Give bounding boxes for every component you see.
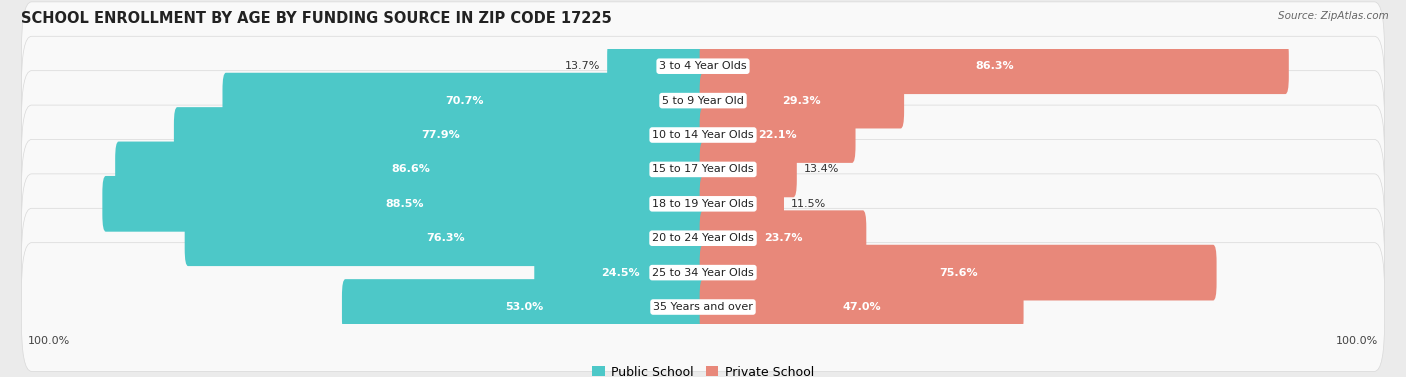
Text: Source: ZipAtlas.com: Source: ZipAtlas.com [1278, 11, 1389, 21]
Text: 70.7%: 70.7% [446, 96, 484, 106]
Text: 23.7%: 23.7% [763, 233, 803, 243]
FancyBboxPatch shape [222, 73, 706, 129]
Text: 3 to 4 Year Olds: 3 to 4 Year Olds [659, 61, 747, 71]
FancyBboxPatch shape [700, 245, 1216, 300]
Text: 11.5%: 11.5% [790, 199, 825, 209]
FancyBboxPatch shape [184, 210, 706, 266]
FancyBboxPatch shape [700, 107, 855, 163]
Legend: Public School, Private School: Public School, Private School [592, 366, 814, 377]
FancyBboxPatch shape [342, 279, 706, 335]
FancyBboxPatch shape [700, 210, 866, 266]
FancyBboxPatch shape [174, 107, 706, 163]
Text: 20 to 24 Year Olds: 20 to 24 Year Olds [652, 233, 754, 243]
FancyBboxPatch shape [103, 176, 706, 232]
FancyBboxPatch shape [700, 141, 797, 197]
FancyBboxPatch shape [21, 139, 1385, 268]
Text: 13.7%: 13.7% [565, 61, 600, 71]
Text: 18 to 19 Year Olds: 18 to 19 Year Olds [652, 199, 754, 209]
Text: 47.0%: 47.0% [842, 302, 882, 312]
FancyBboxPatch shape [115, 141, 706, 197]
FancyBboxPatch shape [21, 36, 1385, 165]
FancyBboxPatch shape [21, 2, 1385, 130]
FancyBboxPatch shape [21, 70, 1385, 199]
Text: 86.3%: 86.3% [974, 61, 1014, 71]
Text: 53.0%: 53.0% [505, 302, 543, 312]
Text: 13.4%: 13.4% [804, 164, 839, 175]
FancyBboxPatch shape [700, 279, 1024, 335]
Text: 22.1%: 22.1% [758, 130, 797, 140]
Text: 29.3%: 29.3% [783, 96, 821, 106]
Text: 15 to 17 Year Olds: 15 to 17 Year Olds [652, 164, 754, 175]
FancyBboxPatch shape [534, 245, 706, 300]
Text: 25 to 34 Year Olds: 25 to 34 Year Olds [652, 268, 754, 277]
Text: 5 to 9 Year Old: 5 to 9 Year Old [662, 96, 744, 106]
FancyBboxPatch shape [700, 176, 785, 232]
FancyBboxPatch shape [700, 38, 1289, 94]
FancyBboxPatch shape [700, 73, 904, 129]
Text: 10 to 14 Year Olds: 10 to 14 Year Olds [652, 130, 754, 140]
FancyBboxPatch shape [21, 243, 1385, 371]
FancyBboxPatch shape [21, 174, 1385, 303]
Text: 35 Years and over: 35 Years and over [652, 302, 754, 312]
Text: 88.5%: 88.5% [385, 199, 423, 209]
Text: 76.3%: 76.3% [426, 233, 465, 243]
FancyBboxPatch shape [607, 38, 706, 94]
Text: SCHOOL ENROLLMENT BY AGE BY FUNDING SOURCE IN ZIP CODE 17225: SCHOOL ENROLLMENT BY AGE BY FUNDING SOUR… [21, 11, 612, 26]
Text: 100.0%: 100.0% [1336, 336, 1378, 346]
Text: 100.0%: 100.0% [28, 336, 70, 346]
Text: 77.9%: 77.9% [420, 130, 460, 140]
Text: 86.6%: 86.6% [391, 164, 430, 175]
Text: 24.5%: 24.5% [600, 268, 640, 277]
FancyBboxPatch shape [21, 208, 1385, 337]
FancyBboxPatch shape [21, 105, 1385, 234]
Text: 75.6%: 75.6% [939, 268, 977, 277]
